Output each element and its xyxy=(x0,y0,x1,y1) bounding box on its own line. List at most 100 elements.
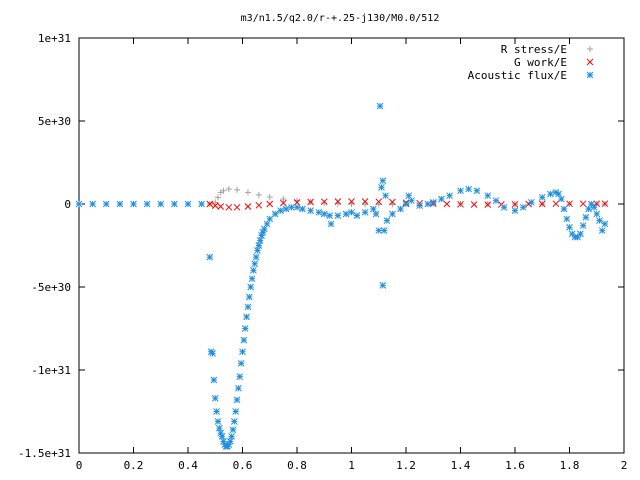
data-point xyxy=(376,102,384,110)
data-point xyxy=(555,190,562,198)
data-point xyxy=(229,426,237,434)
data-point xyxy=(218,433,226,440)
data-point xyxy=(416,202,423,210)
data-point xyxy=(315,208,323,216)
data-point xyxy=(579,200,587,208)
data-point xyxy=(519,203,527,211)
legend-marker xyxy=(587,46,593,52)
data-point xyxy=(226,438,234,445)
data-point xyxy=(402,200,410,208)
data-point xyxy=(457,200,464,208)
data-point xyxy=(225,186,232,193)
data-point xyxy=(263,220,271,228)
y-tick-label: 0 xyxy=(64,198,71,211)
x-tick-label: 2 xyxy=(621,459,628,472)
data-point xyxy=(211,394,219,402)
data-point xyxy=(361,198,369,205)
data-point xyxy=(320,198,328,206)
data-point xyxy=(601,200,609,208)
data-point xyxy=(245,293,253,301)
data-point xyxy=(598,227,606,234)
data-point xyxy=(397,205,404,213)
data-point xyxy=(379,177,387,185)
data-point xyxy=(601,220,609,228)
data-point xyxy=(596,217,603,224)
data-point xyxy=(282,205,290,213)
data-point xyxy=(244,203,252,210)
data-point xyxy=(280,196,287,203)
series-2 xyxy=(75,102,609,450)
axis-ticks: 0 0.2 0.4 0.6 0.8 1 1.2 1.4 1.6 1.8 2 1e+31 5e+30 0 -5… xyxy=(18,32,627,472)
x-tick-label: 1.8 xyxy=(560,459,580,472)
legend-marker xyxy=(586,71,594,79)
data-point xyxy=(233,396,241,404)
x-tick-label: 0 xyxy=(76,459,83,472)
y-tick-label: 5e+30 xyxy=(38,115,71,128)
data-point xyxy=(557,195,565,203)
data-point xyxy=(369,205,377,213)
x-tick-label: 0.4 xyxy=(178,459,198,472)
legend-label: G work/E xyxy=(514,56,567,69)
data-point xyxy=(236,373,244,380)
x-tick-label: 1 xyxy=(348,459,355,472)
data-point xyxy=(244,303,252,311)
data-point xyxy=(362,201,369,208)
data-point xyxy=(342,210,350,218)
data-point xyxy=(228,433,235,440)
data-point xyxy=(233,203,241,211)
data-point xyxy=(225,203,233,211)
data-point xyxy=(470,201,478,208)
data-point xyxy=(232,408,240,415)
data-point xyxy=(198,200,205,208)
data-point xyxy=(484,201,492,209)
data-point xyxy=(230,418,238,425)
data-point xyxy=(334,198,342,205)
data-point xyxy=(560,205,568,213)
data-point xyxy=(408,197,415,205)
legend-label: Acoustic flux/E xyxy=(468,69,567,82)
data-point xyxy=(256,237,264,244)
data-point xyxy=(266,215,274,223)
data-point xyxy=(288,203,295,211)
data-point xyxy=(361,208,369,216)
data-point xyxy=(209,350,216,357)
data-point xyxy=(375,198,383,206)
data-point xyxy=(252,253,260,261)
y-tick-label: -5e+30 xyxy=(31,281,71,294)
y-tick-label: -1.5e+31 xyxy=(18,447,71,460)
y-tick-label: 1e+31 xyxy=(38,32,71,45)
data-point xyxy=(277,207,285,214)
x-tick-label: 0.2 xyxy=(124,459,144,472)
data-point xyxy=(321,200,328,207)
x-tick-label: 1.2 xyxy=(396,459,416,472)
data-point xyxy=(243,313,250,321)
data-point xyxy=(210,376,218,384)
data-point xyxy=(327,220,335,228)
data-point xyxy=(212,199,219,206)
data-point xyxy=(511,207,519,214)
data-point xyxy=(593,200,601,208)
data-point xyxy=(299,205,306,213)
data-point xyxy=(234,186,241,193)
legend-marker xyxy=(586,58,594,66)
x-tick-label: 0.6 xyxy=(233,459,253,472)
x-tick-label: 1.4 xyxy=(451,459,471,472)
data-point xyxy=(240,336,248,344)
data-point xyxy=(511,200,519,208)
data-point xyxy=(184,200,192,208)
data-point xyxy=(566,200,573,208)
data-point xyxy=(577,230,584,238)
data-point xyxy=(211,202,219,210)
data-point xyxy=(552,200,560,208)
data-point xyxy=(217,203,225,210)
data-point xyxy=(247,283,255,291)
data-point xyxy=(213,408,220,415)
data-point xyxy=(235,384,242,392)
chart-title: m3/n1.5/q2.0/r-+.25-j130/M0.0/512 xyxy=(241,13,440,24)
data-point xyxy=(382,192,389,200)
data-point xyxy=(143,200,151,208)
data-point xyxy=(320,210,328,218)
data-point xyxy=(307,198,314,206)
